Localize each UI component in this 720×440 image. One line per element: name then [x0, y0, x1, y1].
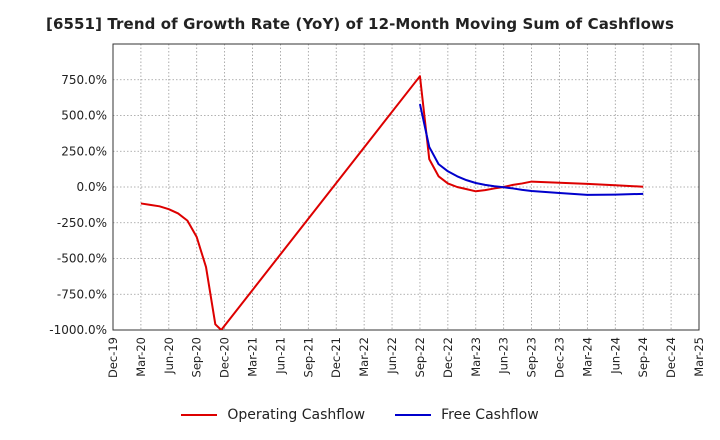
x-tick-label: Dec-19 [106, 337, 120, 378]
x-tick-label: Jun-20 [162, 337, 176, 375]
x-tick-label: Mar-20 [134, 337, 148, 377]
x-tick-label: Dec-24 [664, 337, 678, 378]
x-tick-labels: Dec-19 Mar-20 Jun-20 Sep-20 Dec-20 Mar-21 Jun-… [106, 337, 706, 378]
x-tick-label: Sep-24 [636, 337, 650, 377]
y-tick-label: 250.0% [61, 144, 107, 158]
y-tick-label: -500.0% [57, 252, 107, 266]
x-tick-label: Mar-25 [692, 337, 706, 377]
y-tick-label: 0.0% [77, 180, 108, 194]
plot-frame [112, 43, 700, 331]
x-tick-label: Mar-24 [580, 337, 594, 377]
plot-area: -1000.0% -750.0% -500.0% -250.0% 0.0% 250.0% 5… [49, 43, 706, 378]
y-tick-label: -250.0% [57, 216, 107, 230]
grid-layer [113, 44, 699, 330]
x-tick-label: Jun-21 [273, 337, 287, 375]
series-line-free-cashflow [418, 103, 644, 196]
legend-swatch-free-cashflow [395, 414, 432, 416]
y-tick-label: -750.0% [57, 287, 107, 301]
x-tick-label: Mar-21 [246, 337, 260, 377]
y-tick-label: 750.0% [61, 73, 107, 87]
series-line-operating-cashflow [140, 75, 644, 330]
x-tick-label: Jun-23 [497, 337, 511, 375]
x-tick-label: Dec-20 [218, 337, 232, 378]
x-tick-label: Dec-22 [441, 337, 455, 378]
y-tick-label: -1000.0% [49, 323, 107, 337]
x-tick-label: Jun-24 [608, 337, 622, 375]
legend: Operating Cashflow Free Cashflow [0, 404, 720, 426]
x-tick-label: Mar-22 [357, 337, 371, 377]
x-tick-label: Sep-21 [301, 337, 315, 377]
legend-swatch-operating-cashflow [181, 414, 218, 416]
x-tick-label: Sep-23 [525, 337, 539, 377]
legend-item-operating-cashflow: Operating Cashflow [181, 407, 365, 423]
legend-label-free-cashflow: Free Cashflow [441, 407, 539, 423]
y-tick-label: 500.0% [61, 109, 107, 123]
x-tick-label: Sep-20 [190, 337, 204, 377]
legend-item-free-cashflow: Free Cashflow [395, 407, 539, 423]
chart-title: [6551] Trend of Growth Rate (YoY) of 12-… [45, 15, 674, 33]
x-tick-label: Sep-22 [413, 337, 427, 377]
x-tick-label: Mar-23 [469, 337, 483, 377]
x-tick-label: Dec-23 [552, 337, 566, 378]
x-tick-label: Dec-21 [329, 337, 343, 378]
legend-label-operating-cashflow: Operating Cashflow [227, 407, 366, 423]
x-tick-label: Jun-22 [385, 337, 399, 375]
series-layer [140, 75, 644, 330]
y-tick-labels: -1000.0% -750.0% -500.0% -250.0% 0.0% 250.0% 5… [49, 73, 107, 337]
axis-layer [112, 43, 700, 331]
